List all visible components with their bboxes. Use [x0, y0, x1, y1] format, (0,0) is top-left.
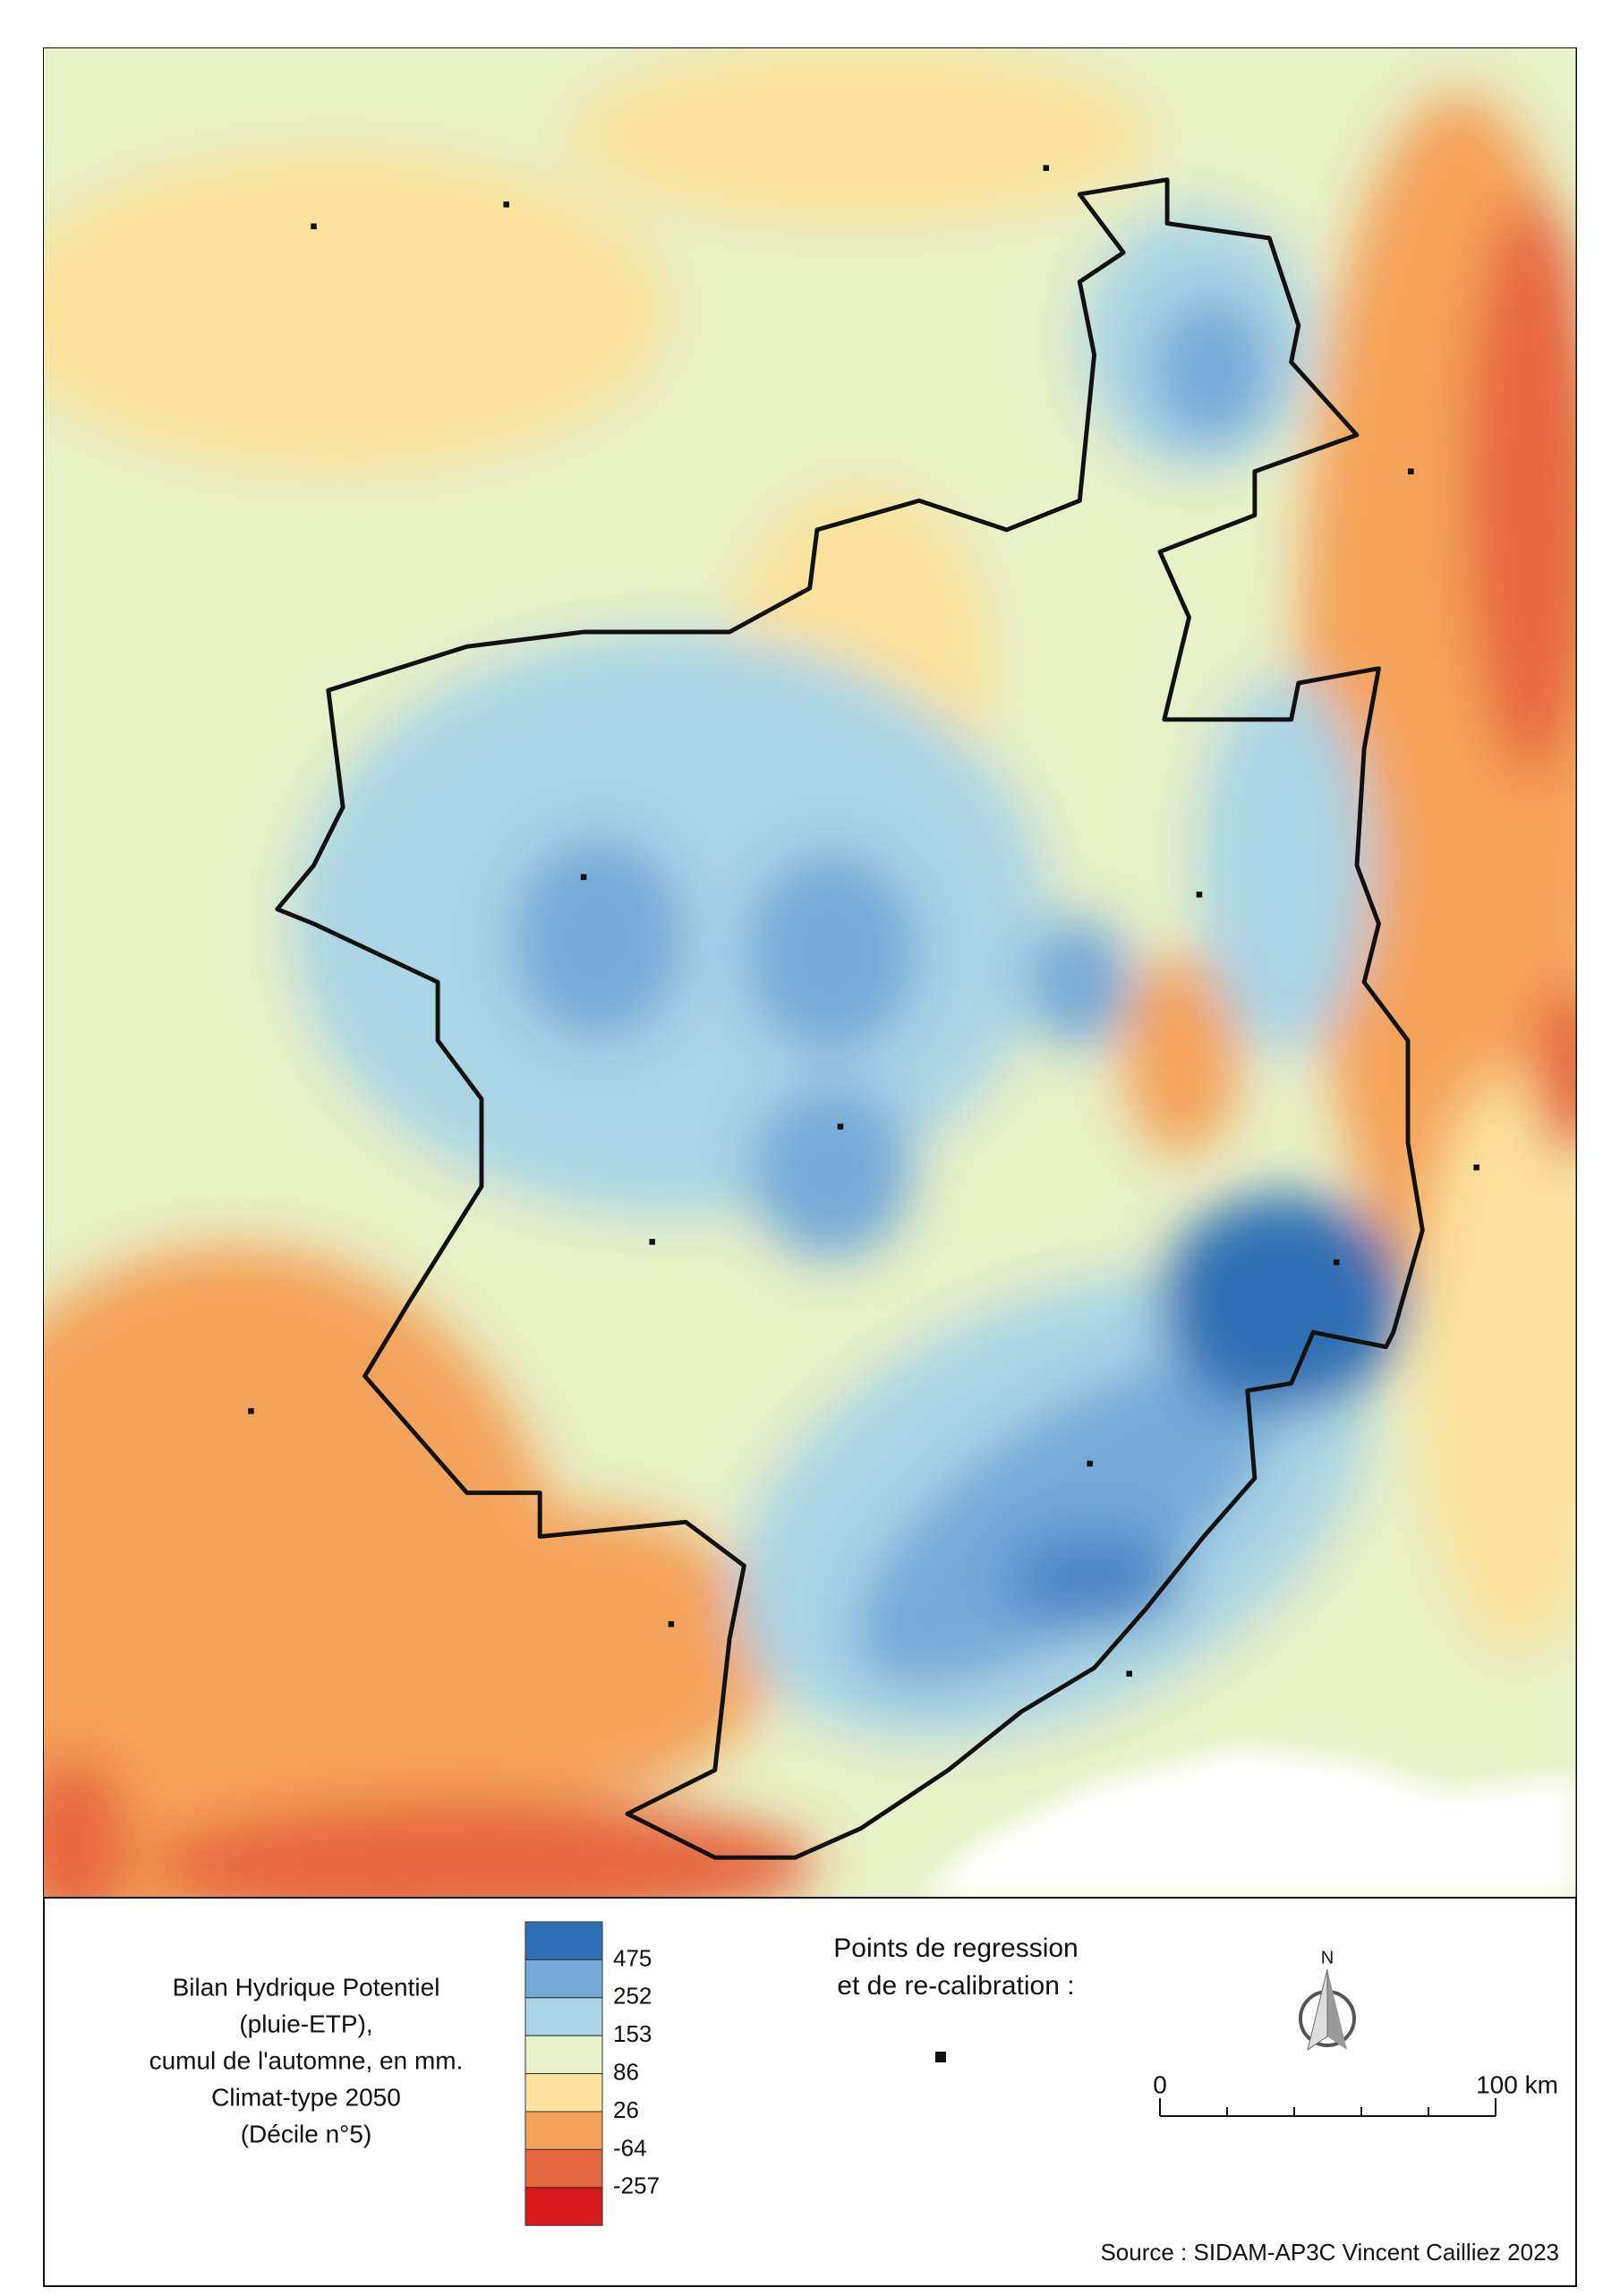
legend-label: -257: [613, 2172, 660, 2199]
legend-title: Bilan Hydrique Potentiel (pluie-ETP), cumu…: [149, 1973, 464, 2147]
legend-swatch: [524, 2111, 603, 2150]
legend-swatch: [524, 1959, 603, 1999]
north-label: N: [1321, 1948, 1334, 1967]
legend-swatch: [524, 1997, 603, 2036]
legend-title-line: (pluie-ETP),: [239, 2010, 372, 2037]
legend-label: 26: [613, 2096, 639, 2123]
points-legend-line: Points de regression: [833, 1933, 1079, 1963]
legend-swatch: [524, 1921, 603, 1960]
source: Source : SIDAM-AP3C Vincent Cailliez 202…: [1100, 2239, 1559, 2266]
legend-label: 475: [613, 1944, 652, 1971]
legend-label: -64: [613, 2134, 647, 2161]
map: [44, 48, 1576, 1898]
point-symbol: [935, 2052, 946, 2062]
legend-title-line: cumul de l'automne, en mm.: [149, 2046, 464, 2074]
legend-title-line: (Décile n°5): [241, 2120, 372, 2147]
legend-scale: 475 252 153 86 26 -64 -257: [524, 1921, 660, 2226]
legend-label: 252: [613, 1983, 652, 2010]
legend-swatch: [524, 2035, 603, 2075]
legend-title-line: Climat-type 2050: [211, 2083, 401, 2111]
scale-label: 0: [1153, 2070, 1167, 2098]
legend-swatch: [524, 2187, 603, 2226]
points-legend-line: et de re-calibration :: [837, 1971, 1074, 2001]
legend-label: 86: [613, 2058, 639, 2085]
legend-label: 153: [613, 2020, 652, 2047]
scale-bar: [1159, 2098, 1496, 2117]
north-arrow: N: [1299, 1948, 1356, 2052]
legend-swatch: [524, 2148, 603, 2189]
legend-title-line: Bilan Hydrique Potentiel: [173, 1973, 440, 2001]
points-legend: Points de regression et de re-calibration…: [833, 1933, 1079, 2001]
scale-label: 100 km: [1476, 2070, 1558, 2098]
legend-swatch: [524, 2073, 603, 2112]
